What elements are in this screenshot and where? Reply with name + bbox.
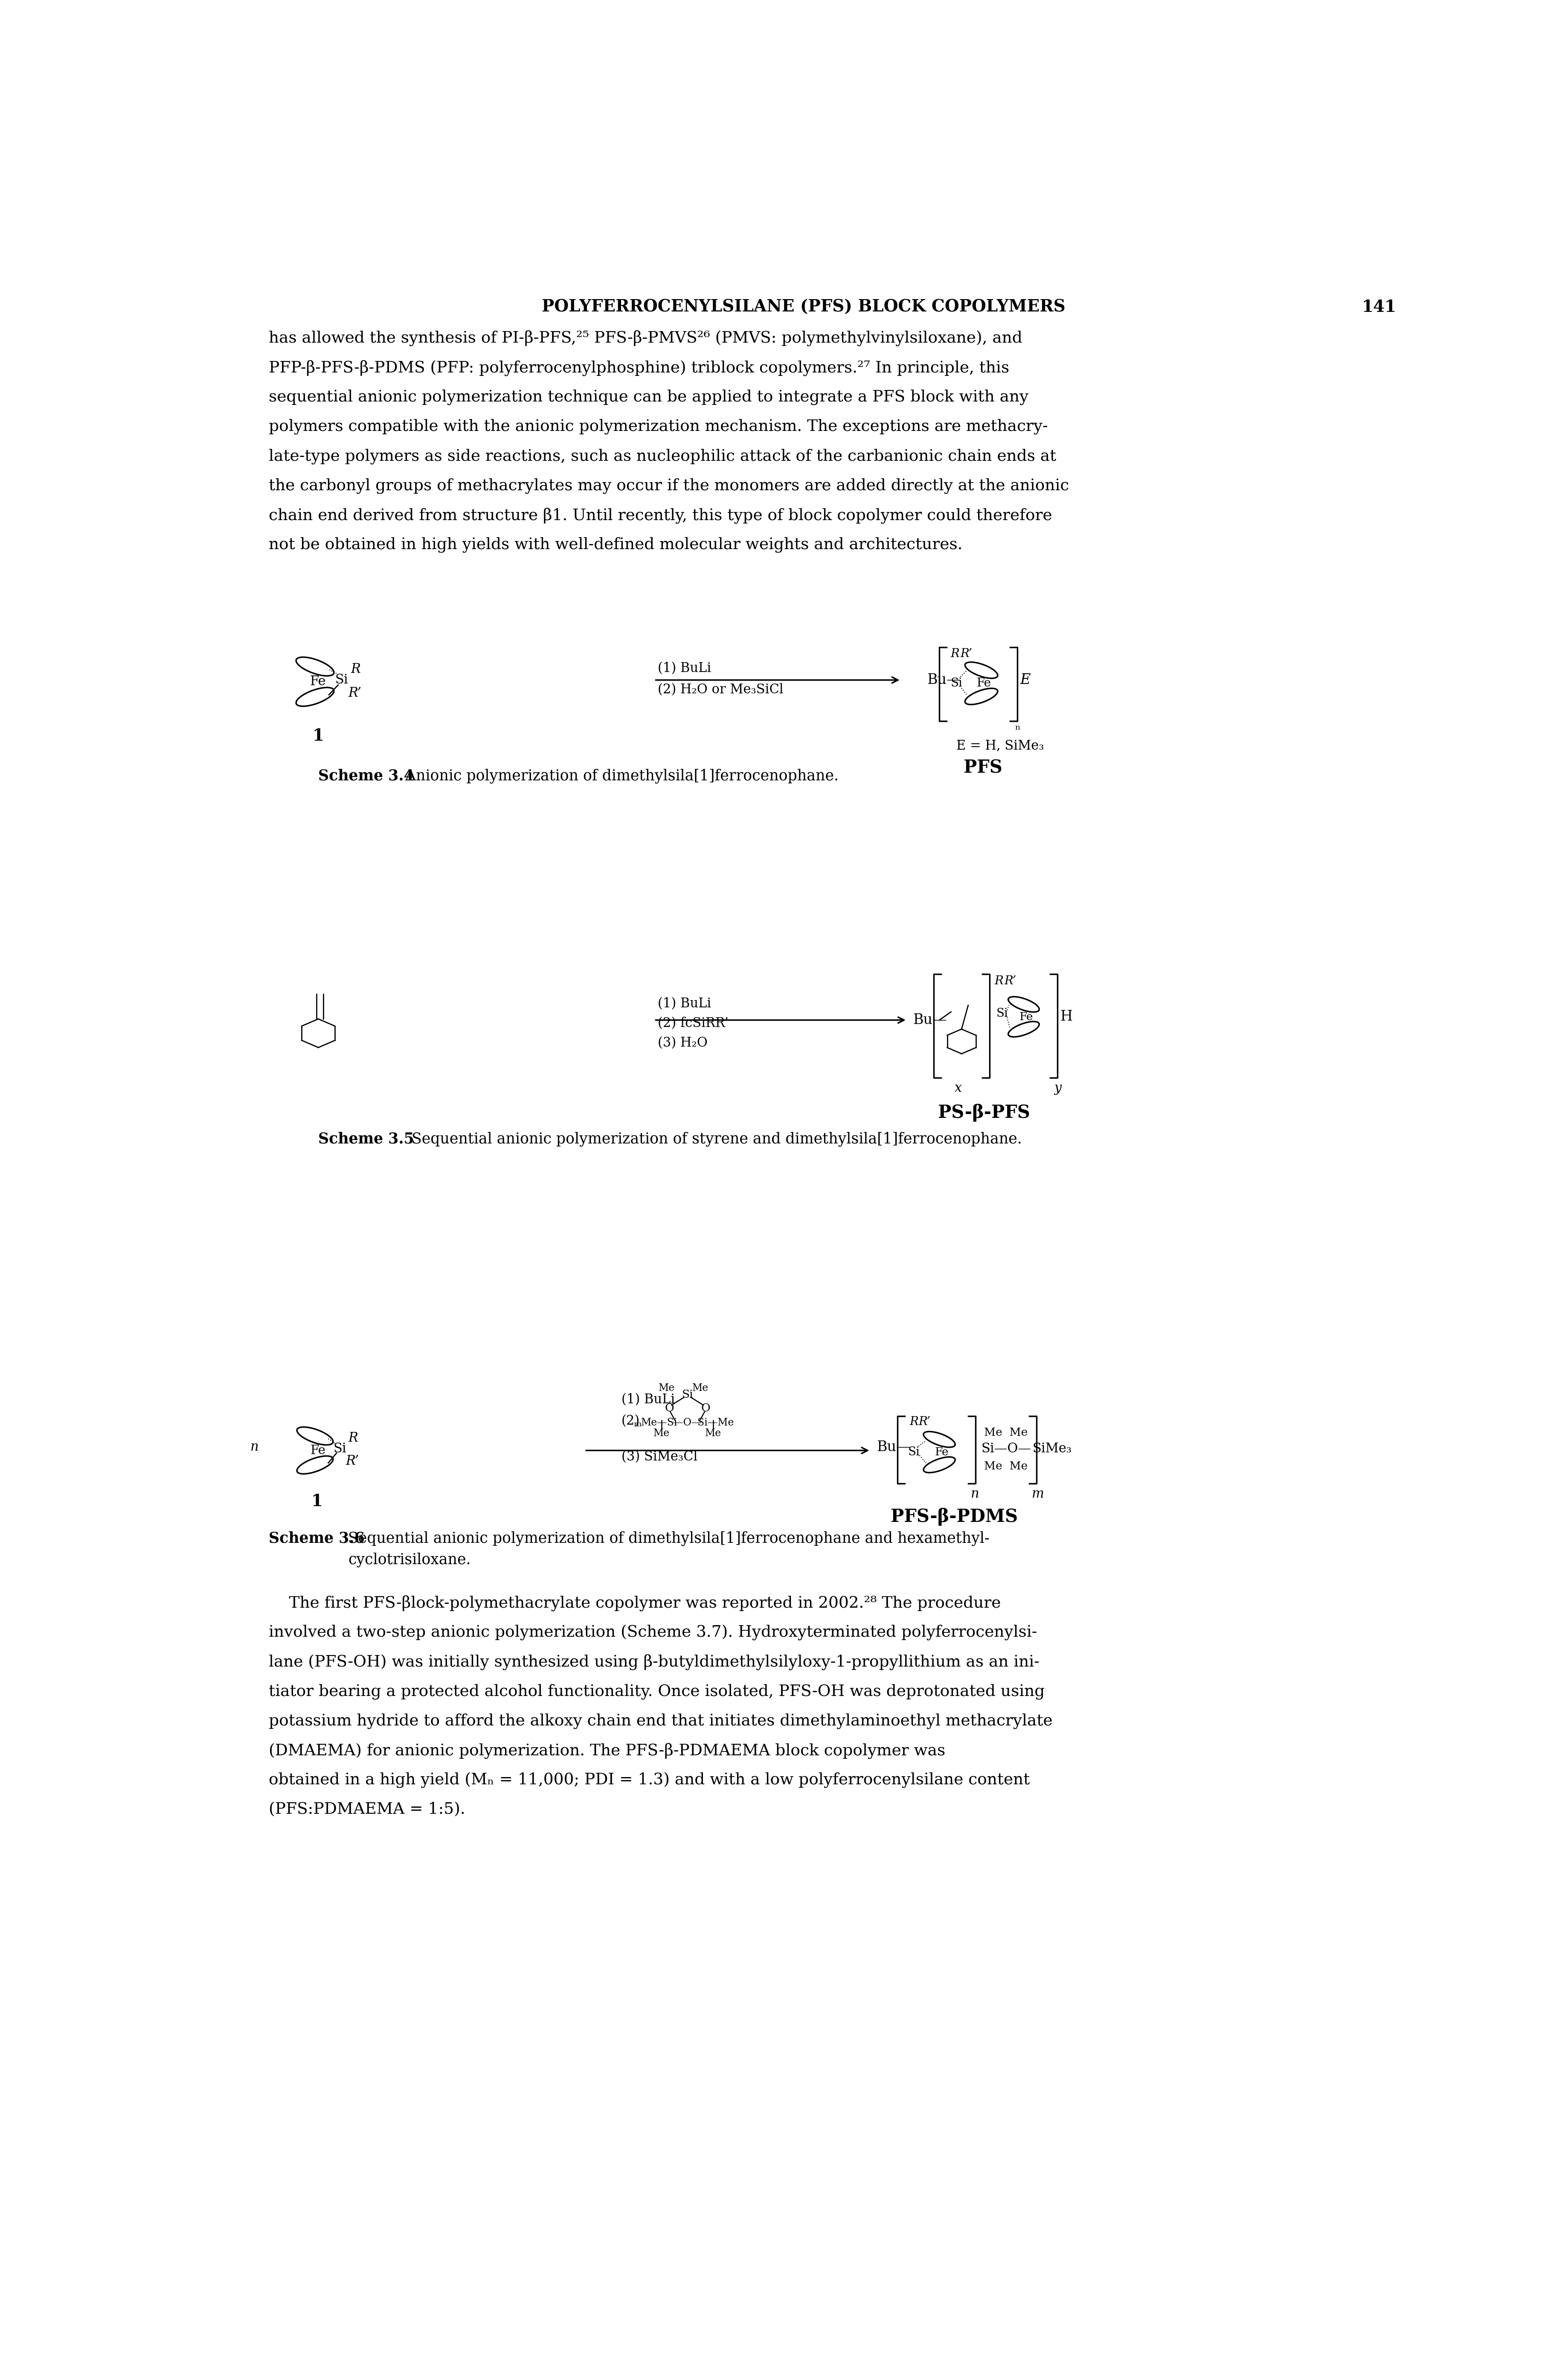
Text: (2) fcSiRR’: (2) fcSiRR’ [659, 1016, 729, 1030]
Text: (1) BuLi: (1) BuLi [621, 1392, 674, 1407]
Text: ₘ: ₘ [621, 1416, 641, 1430]
Text: Sequential anionic polymerization of dimethylsila[1]ferrocenophane and hexamethy: Sequential anionic polymerization of dim… [348, 1532, 989, 1568]
Text: tiator bearing a protected alcohol functionality. Once isolated, PFS-OH was depr: tiator bearing a protected alcohol funct… [268, 1684, 1044, 1700]
Text: R’: R’ [961, 649, 972, 661]
Text: R: R [994, 976, 1004, 987]
Text: not be obtained in high yields with well-defined molecular weights and architect: not be obtained in high yields with well… [268, 538, 963, 552]
Text: potassium hydride to afford the alkoxy chain end that initiates dimethylaminoeth: potassium hydride to afford the alkoxy c… [268, 1714, 1052, 1729]
Text: 1: 1 [310, 1494, 323, 1508]
Text: R: R [348, 1430, 358, 1444]
Text: involved a two-step anionic polymerization (Scheme 3.7). Hydroxyterminated polyf: involved a two-step anionic polymerizati… [268, 1624, 1036, 1641]
Text: O: O [701, 1404, 710, 1414]
Text: Me  Me: Me Me [985, 1428, 1027, 1437]
Text: Si: Si [908, 1447, 920, 1459]
Text: SiMe₃: SiMe₃ [1033, 1442, 1073, 1456]
Text: PFS-β-PDMS: PFS-β-PDMS [891, 1508, 1018, 1525]
Text: y: y [1054, 1082, 1062, 1094]
Text: 1: 1 [312, 727, 325, 744]
Text: the carbonyl groups of methacrylates may occur if the monomers are added directl: the carbonyl groups of methacrylates may… [268, 478, 1069, 493]
Text: Me: Me [659, 1383, 674, 1392]
Text: E: E [1021, 673, 1030, 687]
Text: (1) BuLi: (1) BuLi [659, 663, 712, 675]
Text: PFS: PFS [964, 758, 1002, 777]
Text: PFP-β-PFS-β-PDMS (PFP: polyferrocenylphosphine) triblock copolymers.²⁷ In princi: PFP-β-PFS-β-PDMS (PFP: polyferrocenylpho… [268, 360, 1010, 377]
Text: Si: Si [996, 1009, 1008, 1018]
Text: Anionic polymerization of dimethylsila[1]ferrocenophane.: Anionic polymerization of dimethylsila[1… [390, 770, 839, 784]
Text: polymers compatible with the anionic polymerization mechanism. The exceptions ar: polymers compatible with the anionic pol… [268, 419, 1047, 433]
Text: Si—Me: Si—Me [698, 1418, 734, 1428]
Text: Si: Si [950, 677, 963, 689]
Text: R’: R’ [347, 1454, 359, 1468]
Text: (2): (2) [621, 1414, 640, 1428]
Text: R’: R’ [919, 1416, 930, 1428]
Text: Fe: Fe [310, 1444, 326, 1456]
Text: 141: 141 [1361, 298, 1396, 315]
Text: Si: Si [682, 1390, 693, 1399]
Text: Si: Si [334, 1442, 347, 1456]
Text: n: n [971, 1487, 978, 1501]
Text: ₙ: ₙ [1014, 720, 1021, 732]
Text: R’: R’ [1005, 976, 1016, 987]
Text: Bu—: Bu— [913, 1014, 947, 1028]
Text: sequential anionic polymerization technique can be applied to integrate a PFS bl: sequential anionic polymerization techni… [268, 388, 1029, 405]
Text: (3) H₂O: (3) H₂O [659, 1037, 707, 1049]
Text: Me: Me [654, 1428, 670, 1437]
Text: Si—O—: Si—O— [982, 1442, 1032, 1456]
Text: Bu—: Bu— [927, 673, 961, 687]
Text: (DMAEMA) for anionic polymerization. The PFS-β-PDMAEMA block copolymer was: (DMAEMA) for anionic polymerization. The… [268, 1743, 946, 1759]
Text: Me  Me: Me Me [985, 1461, 1027, 1471]
Text: late-type polymers as side reactions, such as nucleophilic attack of the carbani: late-type polymers as side reactions, su… [268, 448, 1057, 464]
Text: E = H, SiMe₃: E = H, SiMe₃ [956, 739, 1044, 753]
Text: —O—: —O— [673, 1418, 701, 1428]
Text: Sequential anionic polymerization of styrene and dimethylsila[1]ferrocenophane.: Sequential anionic polymerization of sty… [398, 1132, 1022, 1146]
Text: has allowed the synthesis of PI-β-PFS,²⁵ PFS-β-PMVS²⁶ (PMVS: polymethylvinylsilo: has allowed the synthesis of PI-β-PFS,²⁵… [268, 329, 1022, 346]
Text: Si: Si [336, 673, 348, 687]
Text: PS-β-PFS: PS-β-PFS [938, 1103, 1030, 1122]
Text: chain end derived from structure β1. Until recently, this type of block copolyme: chain end derived from structure β1. Unt… [268, 507, 1052, 523]
Text: Fe: Fe [1019, 1011, 1033, 1023]
Text: The first PFS-βlock-polymethacrylate copolymer was reported in 2002.²⁸ The proce: The first PFS-βlock-polymethacrylate cop… [268, 1596, 1000, 1610]
Text: R: R [950, 649, 960, 661]
Text: Scheme 3.4: Scheme 3.4 [318, 770, 414, 784]
Text: POLYFERROCENYLSILANE (PFS) BLOCK COPOLYMERS: POLYFERROCENYLSILANE (PFS) BLOCK COPOLYM… [543, 298, 1065, 315]
Text: R: R [351, 663, 361, 675]
Text: R’: R’ [348, 687, 361, 701]
Text: Fe: Fe [977, 677, 991, 689]
Text: Me—Si: Me—Si [641, 1418, 677, 1428]
Text: n: n [251, 1440, 259, 1454]
Text: (3) SiMe₃Cl: (3) SiMe₃Cl [621, 1452, 698, 1463]
Text: (PFS:PDMAEMA = 1:5).: (PFS:PDMAEMA = 1:5). [268, 1802, 466, 1816]
Text: Scheme 3.6: Scheme 3.6 [268, 1532, 365, 1546]
Text: H: H [1060, 1011, 1073, 1023]
Text: obtained in a high yield (Mₙ = 11,000; PDI = 1.3) and with a low polyferrocenyls: obtained in a high yield (Mₙ = 11,000; P… [268, 1771, 1030, 1788]
Text: m: m [1032, 1487, 1044, 1501]
Text: Fe: Fe [310, 675, 326, 689]
Text: Fe: Fe [935, 1447, 949, 1456]
Text: R: R [909, 1416, 919, 1428]
Text: (2) H₂O or Me₃SiCl: (2) H₂O or Me₃SiCl [659, 684, 784, 696]
Text: Scheme 3.5: Scheme 3.5 [318, 1132, 414, 1146]
Text: Bu—: Bu— [877, 1440, 911, 1454]
Text: (1) BuLi: (1) BuLi [659, 997, 712, 1011]
Text: lane (PFS-OH) was initially synthesized using β-butyldimethylsilyloxy-1-propylli: lane (PFS-OH) was initially synthesized … [268, 1655, 1040, 1669]
Text: O: O [665, 1404, 674, 1414]
Text: Me: Me [693, 1383, 709, 1392]
Text: x: x [955, 1082, 961, 1094]
Text: Me: Me [706, 1428, 721, 1437]
